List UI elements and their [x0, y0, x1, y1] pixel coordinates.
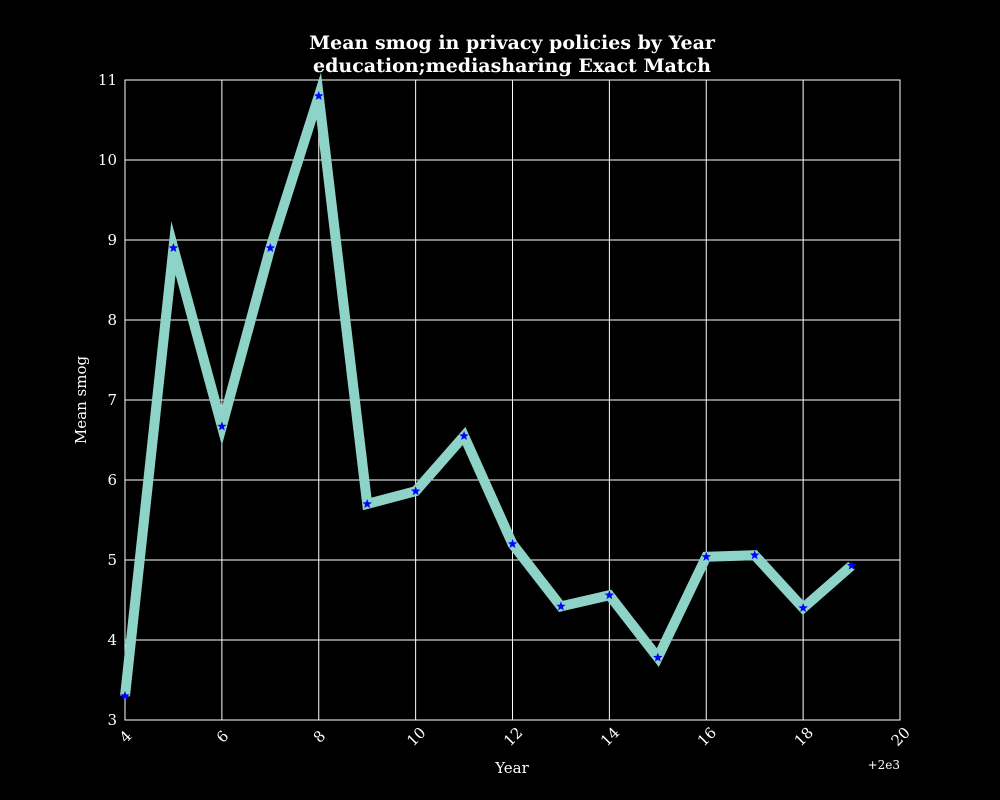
x-tick-label: 16 — [694, 724, 720, 750]
x-tick-label: 14 — [597, 724, 623, 750]
data-point — [362, 499, 372, 509]
chart-title: Mean smog in privacy policies by Year — [309, 32, 716, 54]
y-tick-label: 9 — [107, 231, 117, 249]
data-point — [604, 590, 615, 600]
data-point — [556, 601, 566, 611]
x-tick-label: 18 — [791, 724, 817, 750]
x-tick-label: 8 — [310, 727, 329, 746]
x-axis-label: Year — [494, 759, 529, 777]
y-axis-label: Mean smog — [72, 356, 90, 445]
plot-frame — [124, 79, 901, 721]
y-tick-label: 6 — [107, 471, 117, 489]
y-tick-label: 11 — [98, 71, 117, 89]
x-tick-label: 20 — [888, 724, 914, 750]
data-point — [701, 551, 712, 561]
grid — [124, 79, 901, 721]
y-tick-label: 7 — [107, 391, 117, 409]
y-tick-label: 3 — [107, 711, 117, 729]
data-point — [265, 243, 276, 253]
x-offset-label: +2e3 — [868, 758, 900, 772]
data-point — [313, 91, 324, 101]
y-tick-label: 5 — [107, 551, 117, 569]
y-tick-label: 10 — [98, 151, 117, 169]
data-point — [168, 243, 179, 253]
data-point — [798, 603, 808, 613]
y-tick-label: 8 — [107, 311, 117, 329]
data-point — [410, 486, 421, 496]
data-point — [846, 560, 857, 570]
x-tick-label: 4 — [116, 727, 135, 746]
y-tick-label: 4 — [107, 631, 117, 649]
series-layer — [120, 72, 857, 701]
data-point — [653, 652, 663, 662]
data-point — [120, 691, 130, 701]
data-point — [459, 431, 469, 441]
x-tick-label: 12 — [500, 724, 526, 750]
x-tick-label: 6 — [213, 727, 232, 746]
chart-subtitle: education;mediasharing Exact Match — [313, 55, 711, 77]
series-line — [120, 72, 855, 697]
data-point — [507, 539, 518, 549]
data-point — [217, 421, 227, 431]
data-point — [749, 550, 760, 560]
x-tick-label: 10 — [403, 724, 429, 750]
